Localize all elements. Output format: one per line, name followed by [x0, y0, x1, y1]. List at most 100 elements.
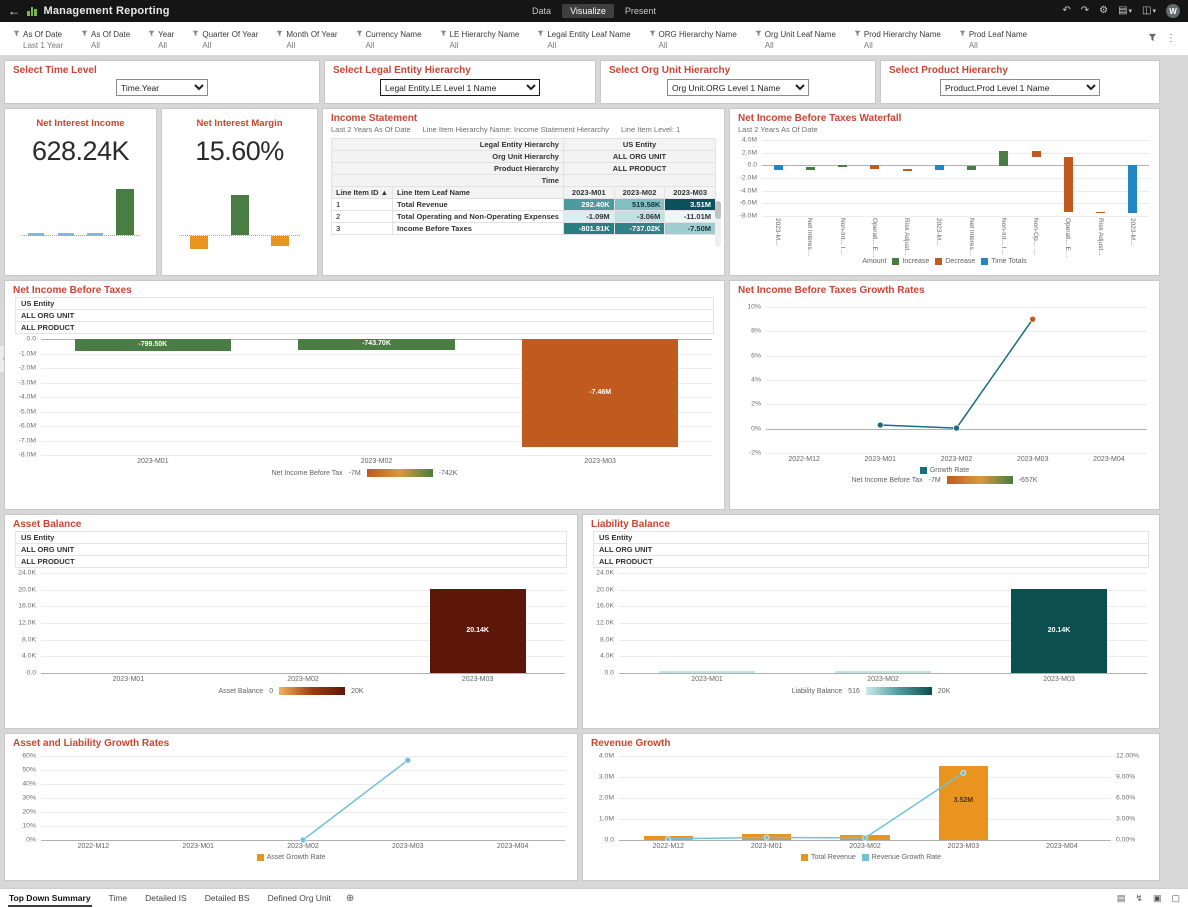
line-plot[interactable]: 60% 50% 40% 30% 20% 10% 0%	[22, 753, 565, 844]
bar-2023-M01[interactable]	[658, 670, 756, 673]
filter-item[interactable]: Legal Entity Leaf Name All	[528, 26, 639, 52]
filter-label: Currency Name	[365, 29, 422, 39]
panel-subtitle: Last 2 Years As Of Date Line Item Hierar…	[323, 125, 724, 136]
gridline	[41, 784, 565, 785]
view-menu-icon[interactable]: ▤▾	[1118, 5, 1133, 16]
data-point[interactable]	[299, 836, 307, 844]
y-axis-label: 16.0K	[596, 602, 614, 610]
x-axis-label: 2022-M12	[652, 843, 684, 850]
y-axis-label: -1.0M	[18, 350, 36, 357]
column-header-row[interactable]: Line Item ID ▲ Line Item Leaf Name 2023-M0…	[330, 186, 716, 199]
y-axis-label-right: 0.00%	[1116, 836, 1136, 844]
collapse-panel-handle[interactable]: ‹	[0, 346, 7, 372]
filter-item[interactable]: As Of Date Last 1 Year	[4, 26, 72, 52]
filter-item[interactable]: ORG Hierarchy Name All	[640, 26, 746, 52]
table-row[interactable]: 1 Total Revenue 292.40K 519.58K 3.51M	[330, 198, 716, 211]
bar-plot[interactable]: 0.0 -1.0M -2.0M -3.0M -4.0M -5.0M -6.0M -7.0M -8…	[19, 336, 712, 459]
income-statement-table[interactable]: Legal Entity Hierarchy US Entity Org Unit …	[330, 138, 717, 235]
legend-min-label: -7M	[348, 469, 361, 477]
filter-item[interactable]: Currency Name All	[347, 26, 431, 52]
avatar[interactable]: W	[1166, 4, 1180, 18]
x-axis: 2023-M01 2023-M02 2023-M03	[41, 673, 565, 683]
canvas-tab-time[interactable]: Time	[108, 893, 128, 903]
pivot-header-row: Legal Entity Hierarchy US Entity	[331, 138, 717, 151]
canvas-grid-icon[interactable]: ▤	[1116, 893, 1126, 903]
chart-legend: Asset Growth Rate	[5, 854, 577, 861]
quick-insights-icon[interactable]: ↯	[1135, 893, 1143, 903]
table-scrollbar[interactable]	[715, 201, 721, 247]
filter-item[interactable]: LE Hierarchy Name All	[431, 26, 529, 52]
bar-2023-M03[interactable]	[429, 589, 526, 673]
data-point[interactable]	[1029, 315, 1037, 323]
waterfall-bar	[1031, 151, 1041, 158]
combo-plot[interactable]: 4.0M 3.0M 2.0M 1.0M 0.0 12.00% 9.00% 6.00% 3.00%…	[599, 753, 1139, 844]
export-icon[interactable]: ◫▾	[1142, 5, 1156, 16]
x-axis-label: 2023-M03	[392, 843, 424, 850]
bar-2023-M02[interactable]	[834, 670, 932, 673]
data-point[interactable]	[862, 835, 868, 841]
legal-entity-hierarchy-select[interactable]: Legal Entity.LE Level 1 Name	[380, 79, 540, 96]
time-level-select[interactable]: Time.Year	[116, 79, 208, 96]
filter-value: All	[547, 40, 557, 50]
filter-value: All	[764, 40, 774, 50]
gridline	[762, 140, 1149, 141]
product-hierarchy-select[interactable]: Product.Prod Level 1 Name	[940, 79, 1100, 96]
undo-icon[interactable]: ↶	[1062, 5, 1071, 16]
redo-icon[interactable]: ↷	[1080, 5, 1090, 16]
filter-item[interactable]: Year All	[139, 26, 183, 52]
gridline	[619, 777, 1111, 778]
waterfall-plot[interactable]: 4.0M 2.0M 0.0 -2.0M -4.0M -6.0M -8.0M	[740, 137, 1149, 220]
back-button[interactable]: ←	[8, 4, 20, 18]
mode-tab-data[interactable]: Data	[532, 6, 552, 16]
revenue-bar[interactable]	[938, 766, 988, 840]
y-axis-label: 2.0M	[598, 794, 614, 802]
settings-gear-icon[interactable]: ⚙	[1099, 5, 1109, 16]
bar-2023-M03[interactable]	[521, 339, 679, 448]
filter-item[interactable]: Org Unit Leaf Name All	[746, 26, 845, 52]
x-axis-label: 2023-M04	[496, 843, 529, 850]
pivot-header-row: ALL PRODUCT	[15, 555, 567, 568]
x-axis-label: 2023-M03	[1043, 676, 1075, 683]
y-axis-label: 8.0K	[22, 636, 36, 644]
filter-label: Prod Hierarchy Name	[863, 29, 941, 39]
filter-settings-icon[interactable]	[1148, 33, 1157, 45]
data-point[interactable]	[665, 836, 672, 842]
y-axis-label: 1.0M	[598, 815, 614, 823]
layout-compact-icon[interactable]: ▣	[1152, 893, 1162, 903]
bar-plot[interactable]: 24.0K 20.0K 16.0K 12.0K 8.0K 4.0K 0.0 20.14K	[18, 570, 565, 677]
filter-item[interactable]: Month Of Year All	[267, 26, 346, 52]
layout-full-icon[interactable]: ▢	[1171, 893, 1180, 903]
bar-plot[interactable]: 24.0K 20.0K 16.0K 12.0K 8.0K 4.0K 0.0 20.14K	[596, 570, 1147, 677]
data-point[interactable]	[763, 834, 770, 841]
waterfall-bar	[870, 164, 880, 170]
line-series	[299, 756, 412, 844]
table-row[interactable]: 3 Income Before Taxes -801.91K -737.02K -7.5…	[330, 222, 716, 235]
x-axis: 2022-M12 2023-M01 2023-M02 2023-M03 2023-M04	[619, 840, 1111, 850]
canvas-tab-detailed-is[interactable]: Detailed IS	[145, 893, 187, 903]
canvas-tab-detailed-bs[interactable]: Detailed BS	[204, 893, 250, 903]
mode-tab-present[interactable]: Present	[624, 6, 656, 16]
filter-item[interactable]: Prod Leaf Name All	[950, 26, 1036, 52]
legend-swatch	[861, 854, 869, 861]
bar-2023-M03[interactable]	[1010, 589, 1108, 673]
bar-2023-M01[interactable]	[74, 339, 232, 351]
filter-item[interactable]: Prod Hierarchy Name All	[845, 26, 950, 52]
gridline	[41, 440, 712, 442]
bar-2023-M02[interactable]	[298, 339, 455, 350]
mode-tab-visualize[interactable]: Visualize	[562, 4, 614, 18]
data-point[interactable]	[404, 756, 412, 764]
filter-item[interactable]: As Of Date All	[72, 26, 139, 52]
add-canvas-button[interactable]: ⊕	[345, 893, 355, 904]
canvas-tab-defined-org-unit[interactable]: Defined Org Unit	[267, 893, 331, 903]
table-row[interactable]: 2 Total Operating and Non-Operating Expen…	[330, 210, 716, 223]
data-point[interactable]	[960, 769, 967, 776]
data-point[interactable]	[877, 421, 884, 429]
filter-value: All	[158, 40, 168, 50]
data-point[interactable]	[953, 424, 960, 432]
org-unit-hierarchy-select[interactable]: Org Unit.ORG Level 1 Name	[667, 79, 809, 96]
filter-item[interactable]: Quarter Of Year All	[183, 26, 267, 52]
line-plot[interactable]: 10% 8% 6% 4% 2% 0% -2%	[747, 304, 1147, 457]
more-options-icon[interactable]: ⋮	[1166, 33, 1176, 44]
filter-list: As Of Date Last 1 Year As Of Date All Year Al…	[4, 26, 1140, 52]
canvas-tab-top-down-summary[interactable]: Top Down Summary	[8, 890, 92, 907]
